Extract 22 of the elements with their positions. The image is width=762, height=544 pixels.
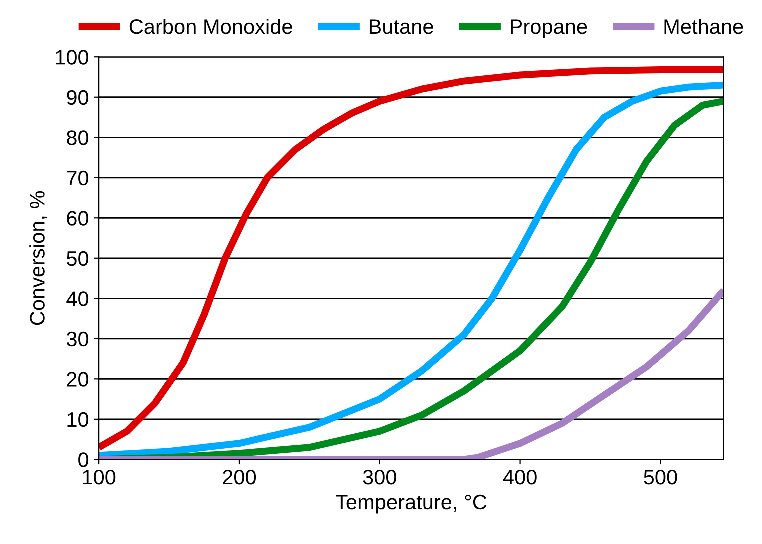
y-tick-label: 0 [78, 452, 89, 468]
y-tick-label: 80 [67, 130, 89, 146]
x-tick-label: 200 [223, 470, 256, 485]
x-axis-title: Temperature, °C [336, 494, 487, 514]
y-tick-label: 30 [66, 332, 89, 347]
legend-label: Methane [664, 18, 744, 34]
legend-label: Butane [370, 20, 434, 34]
x-tick-label: 300 [363, 470, 396, 485]
legend-label: Propane [511, 20, 588, 38]
y-tick-label: 10 [68, 412, 89, 428]
x-tick-label: 400 [503, 470, 537, 485]
legend-label: Carbon Monoxide [130, 18, 292, 34]
y-tick-label: 100 [56, 50, 89, 65]
y-tick-label: 20 [67, 372, 89, 387]
x-tick-label: 500 [644, 470, 678, 485]
y-tick-label: 90 [67, 90, 89, 106]
y-axis-title: Conversion, % [30, 191, 48, 326]
y-tick-label: 40 [66, 292, 89, 306]
y-tick-label: 50 [67, 251, 89, 266]
x-tick-label: 100 [83, 470, 116, 485]
y-tick-label: 60 [67, 211, 89, 226]
y-tick-label: 70 [67, 170, 89, 186]
